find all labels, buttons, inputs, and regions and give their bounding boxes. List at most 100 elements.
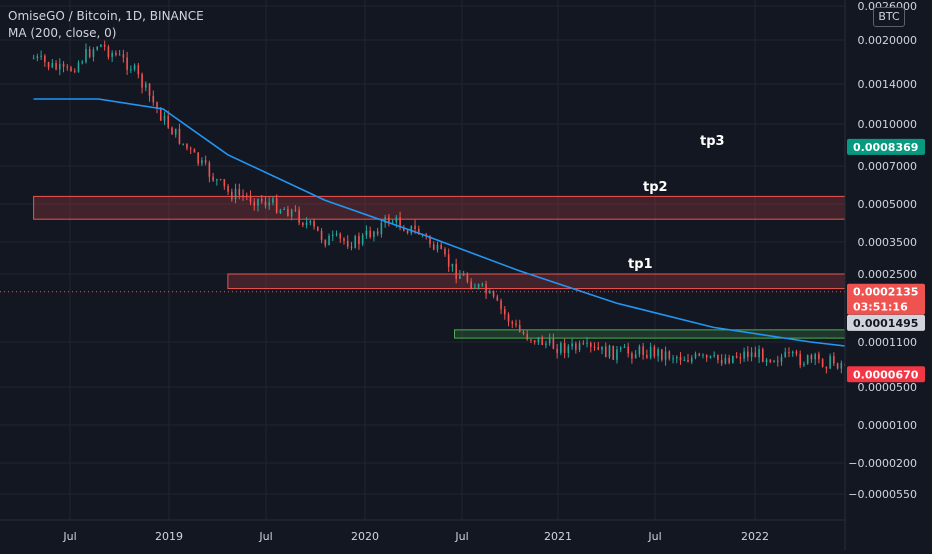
candle-body	[138, 65, 140, 74]
candle-body	[508, 314, 510, 321]
annotation-tp1: tp1	[628, 257, 653, 272]
candle-body	[511, 322, 513, 324]
candle-body	[332, 235, 334, 236]
annotation-tp2: tp2	[643, 180, 668, 195]
candle-body	[182, 144, 184, 145]
candle-body	[818, 354, 820, 359]
candle-body	[478, 284, 480, 287]
candle-body	[740, 357, 742, 358]
currency-badge[interactable]: BTC	[873, 7, 905, 27]
candle-body	[575, 344, 577, 350]
candle-body	[799, 354, 801, 365]
candle-body	[452, 264, 454, 267]
candle-body	[534, 340, 536, 342]
candle-body	[814, 354, 816, 359]
candle-body	[837, 363, 839, 368]
x-tick-label: 2019	[155, 530, 183, 543]
candle-body	[115, 53, 117, 55]
candle-body	[317, 227, 319, 231]
candle-body	[523, 332, 525, 334]
x-tick-label: Jul	[258, 530, 272, 543]
y-tick-label: 0.0010000	[858, 118, 918, 131]
candle-body	[672, 358, 674, 359]
entry-price-tag-text: 0.0001495	[853, 317, 918, 330]
candle-body	[339, 234, 341, 239]
candle-body	[482, 284, 484, 285]
candle-body	[586, 343, 588, 344]
candle-body	[152, 96, 154, 102]
y-tick-label: 0.0014000	[858, 78, 918, 91]
candle-body	[725, 358, 727, 364]
x-tick-label: 2021	[544, 530, 572, 543]
candle-body	[624, 347, 626, 348]
candle-body	[414, 226, 416, 229]
candle-body	[179, 129, 181, 144]
candle-body	[313, 221, 315, 227]
candle-body	[66, 67, 68, 68]
candle-body	[702, 355, 704, 356]
candle-body	[205, 160, 207, 162]
candle-body	[773, 361, 775, 362]
annotation-tp3: tp3	[700, 134, 725, 149]
candle-body	[736, 356, 738, 357]
candle-body	[238, 189, 240, 195]
candle-body	[70, 67, 72, 70]
candle-body	[52, 63, 54, 67]
candle-body	[265, 201, 267, 205]
candle-body	[620, 348, 622, 350]
candle-body	[48, 62, 50, 67]
candle-body	[160, 109, 162, 121]
candle-body	[291, 210, 293, 217]
candle-body	[594, 347, 596, 348]
candle-body	[209, 163, 211, 177]
candle-body	[93, 50, 95, 57]
candle-body	[306, 222, 308, 225]
candle-body	[272, 198, 274, 202]
candle-body	[298, 210, 300, 223]
candle-body	[732, 356, 734, 363]
candle-body	[822, 359, 824, 367]
candle-body	[167, 116, 169, 128]
candle-body	[220, 179, 222, 180]
candle-body	[605, 346, 607, 357]
candle-body	[280, 210, 282, 213]
candle-body	[235, 189, 237, 199]
candle-body	[44, 56, 46, 62]
x-tick-label: Jul	[62, 530, 76, 543]
candle-body	[100, 45, 102, 47]
x-tick-label: Jul	[647, 530, 661, 543]
candle-body	[497, 296, 499, 300]
last-price-tag-text: 03:51:16	[853, 301, 908, 314]
candle-body	[253, 202, 255, 206]
candle-body	[81, 62, 83, 63]
candle-body	[336, 234, 338, 235]
indicator-label[interactable]: MA (200, close, 0)	[8, 25, 204, 42]
candle-body	[283, 209, 285, 210]
candle-body	[616, 349, 618, 359]
candle-body	[549, 338, 551, 343]
candle-body	[440, 245, 442, 249]
candle-body	[691, 358, 693, 362]
symbol-title[interactable]: OmiseGO / Bitcoin, 1D, BINANCE	[8, 8, 204, 25]
candle-body	[268, 203, 270, 206]
candle-body	[590, 343, 592, 347]
candle-body	[257, 199, 259, 206]
candle-body	[541, 337, 543, 345]
candle-body	[310, 221, 312, 222]
candle-body	[108, 47, 110, 57]
candle-body	[829, 356, 831, 368]
candle-body	[796, 352, 798, 354]
candle-body	[564, 343, 566, 353]
y-tick-label: 0.0000100	[858, 419, 918, 432]
candle-body	[242, 195, 244, 196]
candle-body	[96, 47, 98, 50]
stop-price-tag-text: 0.0000670	[853, 368, 919, 381]
candle-body	[597, 347, 599, 350]
candle-body	[784, 352, 786, 357]
candle-body	[560, 343, 562, 353]
x-tick-label: 2022	[741, 530, 769, 543]
candle-body	[758, 349, 760, 357]
candle-body	[556, 349, 558, 353]
